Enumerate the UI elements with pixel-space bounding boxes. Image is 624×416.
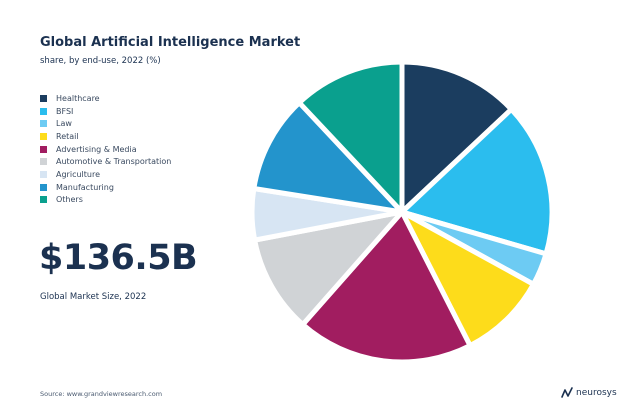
legend-swatch [40,183,47,191]
legend-swatch [40,145,47,153]
pie-slice-others[interactable] [295,59,405,219]
market-size-value: $136.5B [39,238,198,278]
legend-item: Law [40,117,171,130]
legend-item: BFSI [40,105,171,118]
legend-label: Retail [56,131,79,141]
source-note: Source: www.grandviewresearch.com [40,390,163,398]
legend-item: Healthcare [40,92,171,105]
pie-slice-healthcare[interactable] [399,59,515,218]
chart-legend: Healthcare BFSI Law Retail Advertising & Med… [40,92,171,206]
market-size-caption: Global Market Size, 2022 [40,292,147,302]
pie-slice-advertising-media[interactable] [299,207,474,365]
legend-item: Retail [40,130,171,143]
legend-label: Manufacturing [56,182,114,192]
legend-swatch [40,158,47,166]
legend-item: Advertising & Media [40,143,171,156]
legend-swatch [40,120,47,128]
brand-logo: neurosys [560,386,617,400]
legend-swatch [40,170,47,178]
legend-item: Manufacturing [40,181,171,194]
chart-subtitle: share, by end-use, 2022 (%) [40,56,161,66]
chart-title: Global Artificial Intelligence Market [40,35,301,50]
brand-name: neurosys [576,388,617,398]
legend-swatch [40,132,47,140]
legend-label: BFSI [56,106,74,116]
legend-swatch [40,94,47,102]
pie-slice-bfsi[interactable] [397,105,555,257]
legend-swatch [40,196,47,204]
legend-label: Others [56,195,83,205]
legend-label: Advertising & Media [56,144,137,154]
legend-label: Automotive & Transportation [56,157,172,167]
legend-item: Automotive & Transportation [40,155,171,168]
legend-swatch [40,107,47,115]
legend-label: Agriculture [56,169,100,179]
pie-slice-manufacturing[interactable] [250,99,409,216]
legend-item: Agriculture [40,168,171,181]
pie-slice-automotive-transportation[interactable] [251,208,409,329]
legend-label: Law [56,119,72,129]
neurosys-logo-icon [561,387,573,398]
legend-label: Healthcare [56,93,100,103]
legend-item: Others [40,194,171,207]
